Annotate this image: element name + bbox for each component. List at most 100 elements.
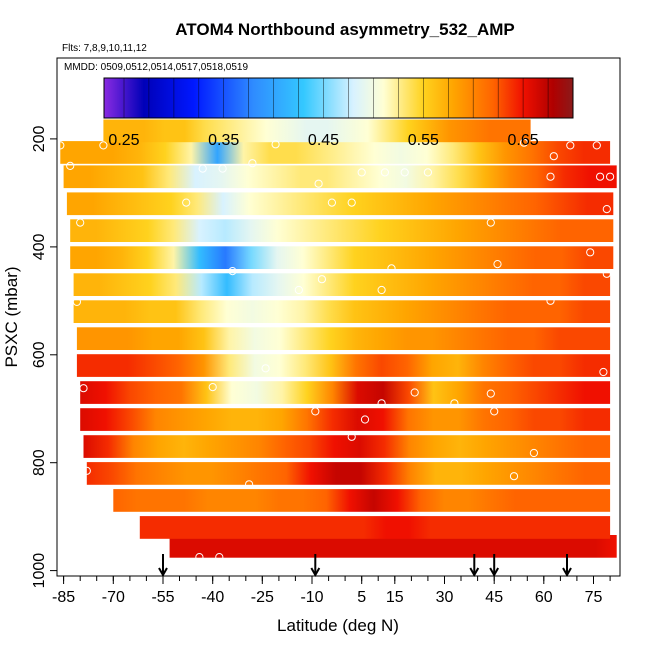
sample-point [486, 218, 495, 227]
sample-point [99, 141, 108, 150]
heatmap-profile-band [83, 435, 611, 458]
subtitle-dates: MMDD: 0509,0512,0514,0517,0518,0519 [64, 62, 248, 73]
y-axis-label: PSXC (mbar) [2, 266, 21, 367]
sample-point [566, 141, 575, 150]
sample-point [387, 264, 396, 273]
sample-point [317, 563, 326, 573]
sample-point [347, 198, 356, 207]
sample-point [612, 563, 621, 573]
heatmap-profile-band [70, 219, 614, 242]
colorbar-gradient [104, 78, 573, 118]
sample-point [380, 168, 389, 177]
sample-point [394, 563, 403, 573]
heatmap-profile-band [80, 408, 611, 431]
sample-point [486, 389, 495, 398]
heatmap-profile-band [76, 327, 611, 350]
sample-point [357, 168, 366, 177]
heatmap-profile-band [113, 489, 611, 512]
sample-point [493, 260, 502, 269]
y-tick-label: 800 [31, 449, 48, 476]
flight-arrow [489, 554, 500, 578]
sample-point [596, 172, 605, 181]
sample-point [76, 218, 85, 227]
sample-point [311, 407, 320, 416]
sample-point [519, 138, 529, 147]
sample-point [294, 285, 303, 295]
colorbar-tick-label: 0.35 [208, 132, 239, 149]
sample-point [317, 275, 326, 284]
sample-point [410, 388, 419, 397]
flight-arrow [310, 554, 321, 578]
heatmap-profile-band [66, 192, 614, 216]
sample-point [245, 480, 254, 489]
heatmap-profile-band [73, 300, 611, 323]
sample-point [423, 168, 432, 177]
heatmap-profile-band [60, 141, 611, 164]
sample-point [599, 367, 608, 377]
sample-point [546, 296, 555, 305]
x-tick-label: 75 [585, 589, 603, 606]
colorbar-tick-label: 0.25 [108, 132, 139, 149]
sample-point [79, 384, 88, 393]
x-tick-label: -55 [151, 589, 174, 606]
subtitle-flights: Flts: 7,8,9,10,11,12 [62, 43, 147, 54]
sample-point [198, 164, 207, 173]
x-tick-label: -10 [300, 589, 323, 606]
sample-point [195, 553, 204, 562]
x-tick-label: 60 [535, 589, 553, 606]
sample-point [327, 198, 336, 207]
sample-point [261, 364, 270, 373]
x-axis: -85 -70 -55 -40 -25 -10 5 15 30 45 60 75 [52, 576, 611, 606]
x-tick-label: -40 [201, 589, 224, 606]
sample-point [592, 141, 601, 150]
sample-point [549, 152, 558, 161]
sample-point [208, 383, 217, 392]
x-tick-label: -85 [52, 589, 75, 606]
heatmap-profile-band [139, 516, 611, 539]
sample-point [218, 164, 227, 173]
plot-frame [56, 57, 621, 577]
heatmap-profile-band [80, 381, 611, 404]
x-tick-label: -70 [102, 589, 125, 606]
sample-point [241, 563, 250, 573]
y-tick-label: 600 [31, 341, 48, 368]
sample-point [546, 172, 555, 181]
flight-arrow [469, 554, 480, 578]
flight-arrows [158, 554, 572, 578]
sample-point [337, 563, 346, 573]
sample-point [72, 297, 82, 306]
sample-point [602, 205, 611, 214]
sample-point [215, 553, 224, 562]
sample-point [586, 248, 595, 257]
sample-point [228, 267, 237, 276]
sample-point [606, 172, 615, 181]
colorbar-tick-label: 0.65 [508, 132, 539, 149]
sample-point [592, 558, 601, 567]
sample-point [377, 399, 386, 408]
colorbar-tick-label: 0.55 [408, 132, 439, 149]
sample-point [178, 558, 187, 567]
sample-point [370, 563, 379, 573]
sample-point [509, 472, 519, 481]
heatmap-profile-band [70, 246, 614, 269]
colorbar: 0.25 0.35 0.45 0.55 0.65 [103, 77, 574, 149]
sample-point [450, 399, 459, 408]
heatmap-profile-band [169, 535, 617, 558]
sample-point [360, 415, 370, 424]
y-tick-label: 400 [31, 233, 48, 260]
x-axis-label: Latitude (deg N) [277, 616, 399, 635]
heatmap-profile-band [63, 165, 617, 189]
sample-point [347, 432, 356, 441]
heatmap-profile-band [73, 273, 611, 296]
y-axis: 200 400 600 800 1000 [31, 125, 57, 588]
x-tick-label: 45 [485, 589, 503, 606]
sample-point [413, 563, 423, 573]
x-tick-label: 5 [357, 589, 366, 606]
sample-point [66, 161, 75, 170]
sample-point [182, 198, 191, 207]
flight-arrow [158, 554, 168, 578]
sample-point [271, 140, 280, 149]
heatmap-profiles [60, 119, 617, 558]
